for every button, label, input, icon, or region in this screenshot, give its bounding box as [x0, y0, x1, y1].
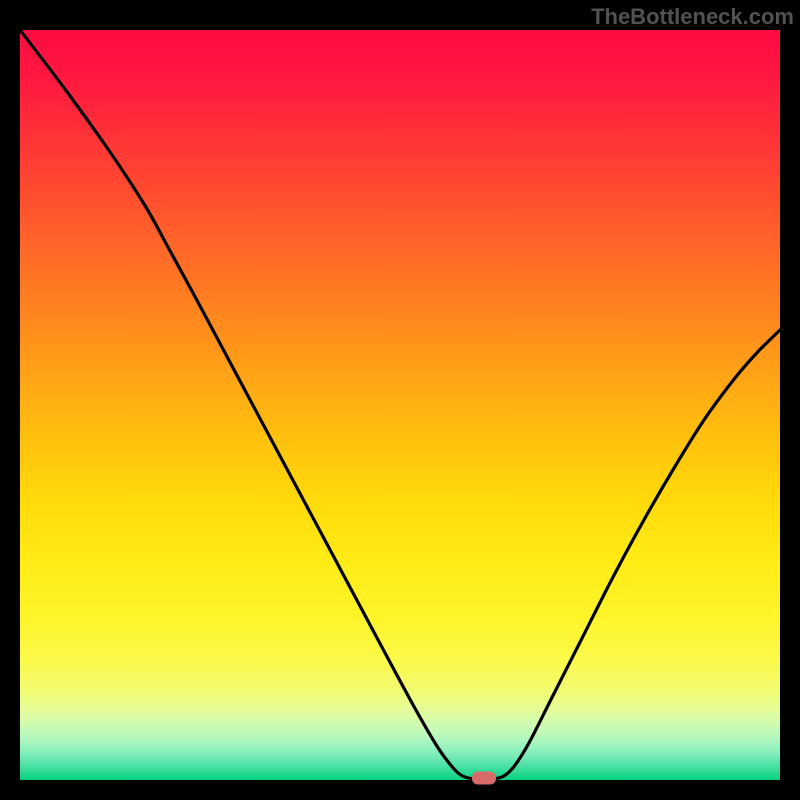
watermark-text: TheBottleneck.com [591, 4, 794, 30]
optimal-marker [472, 771, 496, 784]
curve-svg [20, 30, 780, 780]
bottleneck-curve-path [20, 30, 780, 780]
plot-area [20, 30, 780, 780]
bottleneck-chart: TheBottleneck.com [0, 0, 800, 800]
